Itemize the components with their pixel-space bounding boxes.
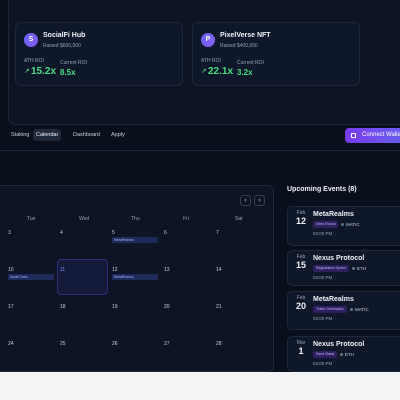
- day-event[interactable]: MetaRealms: [112, 237, 158, 243]
- day-number[interactable]: 20: [164, 304, 170, 310]
- event-day: 20: [295, 301, 306, 311]
- event-day: 1: [298, 346, 304, 356]
- event-name: MetaRealms: [313, 211, 354, 218]
- connect-wallet[interactable]: [345, 128, 400, 143]
- day-number[interactable]: 11: [60, 267, 66, 273]
- day-number[interactable]: 12: [112, 267, 118, 273]
- app: ‹ › S SocialFi Hub Raised $600,000 ATH ROI ↗…: [0, 0, 400, 372]
- divider: [0, 150, 400, 151]
- day-event[interactable]: MetaRealms: [112, 274, 158, 280]
- event-stage: Seed Starts: [313, 351, 338, 358]
- day-number[interactable]: 13: [164, 267, 170, 273]
- current-label: Current ROI: [60, 60, 87, 66]
- event-name: Nexus Protocol: [313, 255, 365, 262]
- current-value: 3.2x: [237, 68, 253, 77]
- event-month: Feb: [296, 210, 306, 216]
- day-number[interactable]: 14: [216, 267, 222, 273]
- day-number[interactable]: 10: [8, 267, 14, 273]
- event-card[interactable]: [287, 336, 400, 372]
- event-time: 03:00 PM: [313, 231, 333, 236]
- project-raised: Raised $600,000: [43, 43, 81, 49]
- current-label: Current ROI: [237, 60, 264, 66]
- next-month[interactable]: ›: [254, 195, 265, 206]
- weekday: Sat: [235, 216, 243, 222]
- day-number[interactable]: 3: [8, 230, 11, 236]
- events-title: Upcoming Events (8): [287, 186, 357, 193]
- nav-tab[interactable]: Dashboard: [73, 132, 100, 138]
- project-card: [15, 22, 183, 86]
- chain-dot: [350, 308, 353, 311]
- prev-month[interactable]: ‹: [240, 195, 251, 206]
- event-month: Feb: [296, 254, 306, 260]
- event-month: Mar: [296, 340, 306, 346]
- connect-wallet-label: Connect Wallet: [362, 132, 400, 138]
- ath-value: 15.2x: [31, 66, 57, 77]
- event-time: 03:00 PM: [313, 361, 333, 366]
- day-number[interactable]: 19: [112, 304, 118, 310]
- event-name: Nexus Protocol: [313, 341, 365, 348]
- ath-arrow: ↗: [201, 68, 207, 75]
- day-number[interactable]: 25: [60, 341, 66, 347]
- weekday: Fri: [183, 216, 189, 222]
- event-stage: Seed Round: [313, 221, 339, 228]
- ath-label: ATH ROI: [24, 58, 44, 64]
- weekday: Thu: [131, 216, 140, 222]
- ath-label: ATH ROI: [201, 58, 221, 64]
- selected-day: [57, 259, 108, 295]
- wallet-icon: [351, 133, 356, 138]
- event-stage: Token Generation: [313, 306, 347, 313]
- day-number[interactable]: 26: [112, 341, 118, 347]
- project-raised: Raised $400,000: [220, 43, 258, 49]
- chain-dot: [340, 353, 343, 356]
- event-chain: ETH: [345, 352, 354, 357]
- nav-tab[interactable]: Apply: [111, 132, 125, 138]
- event-chain: MATIC: [355, 307, 369, 312]
- event-time: 03:00 PM: [313, 275, 333, 280]
- chain-dot: [341, 223, 344, 226]
- weekday: Wed: [79, 216, 90, 222]
- day-number[interactable]: 17: [8, 304, 14, 310]
- event-day: 12: [295, 216, 306, 226]
- project-card: [192, 22, 360, 86]
- project-name: PixelVerse NFT: [220, 32, 271, 39]
- project-icon: P: [201, 33, 215, 47]
- current-value: 8.5x: [60, 68, 76, 77]
- event-chain: ETH: [357, 266, 366, 271]
- event-name: MetaRealms: [313, 296, 354, 303]
- ath-arrow: ↗: [24, 68, 30, 75]
- day-number[interactable]: 28: [216, 341, 222, 347]
- event-day: 15: [295, 260, 306, 270]
- event-time: 03:00 PM: [313, 316, 333, 321]
- nav-tab[interactable]: Staking: [11, 132, 30, 138]
- project-name: SocialFi Hub: [43, 32, 86, 39]
- day-number[interactable]: 24: [8, 341, 14, 347]
- ath-value: 22.1x: [208, 66, 234, 77]
- day-number[interactable]: 18: [60, 304, 66, 310]
- event-card[interactable]: [287, 206, 400, 246]
- event-chain: MATIC: [346, 222, 360, 227]
- weekday: Tue: [27, 216, 36, 222]
- day-number[interactable]: 21: [216, 304, 222, 310]
- day-number[interactable]: 7: [216, 230, 219, 236]
- day-number[interactable]: 5: [112, 230, 115, 236]
- day-number[interactable]: 4: [60, 230, 63, 236]
- day-event[interactable]: NodeChain: [8, 274, 54, 280]
- chain-dot: [352, 267, 355, 270]
- project-icon: S: [24, 33, 38, 47]
- event-stage: Registration Opens: [313, 265, 349, 272]
- event-month: Feb: [296, 295, 306, 301]
- day-number[interactable]: 27: [164, 341, 170, 347]
- day-number[interactable]: 6: [164, 230, 167, 236]
- nav-tab[interactable]: Calendar: [33, 129, 62, 141]
